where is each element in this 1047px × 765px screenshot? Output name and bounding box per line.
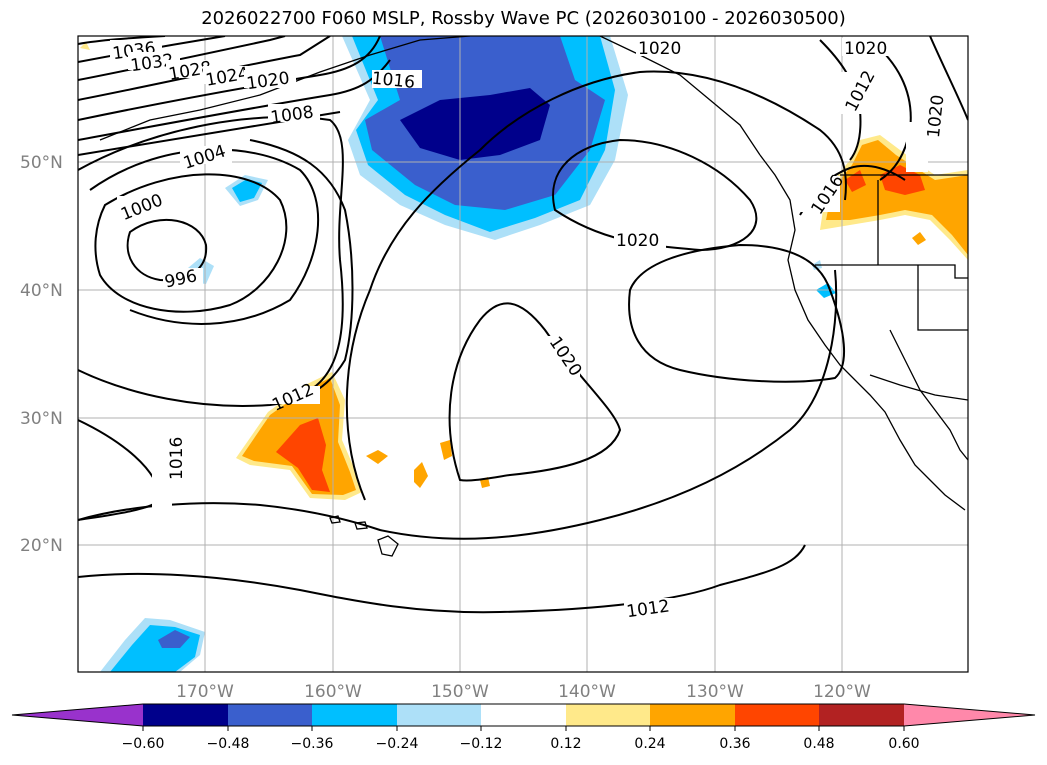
coastlines [99,36,968,557]
contour-label-1020-ne-coast: 1020 [924,94,948,139]
colorbar-ticks [142,726,905,731]
lat-label-20n: 20°N [20,536,63,556]
contour-1000 [94,173,288,313]
colorbar-segment-7 [650,704,735,726]
longitude-labels: 170°W 160°W 150°W 140°W 130°W 120°W [176,682,871,702]
negative-anomaly-southwest-medium [158,630,190,648]
positive-anomaly-red [276,418,330,492]
colorbar-segment-10 [904,704,1035,726]
baja-coast [889,329,968,461]
contour-1024-ne [929,36,968,121]
contour-label-1020-ne: 1020 [616,231,659,251]
colorbar-segment-9 [819,704,904,726]
graticule [78,36,968,672]
map-frame [77,35,969,673]
colorbar-tick-label: −0.12 [460,736,503,752]
colorbar-tick-label: 0.12 [550,736,581,752]
contour-1036 [78,36,166,45]
colorbar-tick-label: 0.36 [719,736,750,752]
us-mexico-border [869,374,968,401]
colorbar-tick-label: 0.48 [803,736,834,752]
colorbar-tick-label: −0.60 [122,736,165,752]
lon-label-170w: 170°W [176,682,234,702]
contour-label-1016-west: 1016 [167,437,187,480]
positive-anomaly-small-3 [440,440,452,460]
contour-label-1020-top: 1020 [844,39,887,59]
negative-anomaly-small-1-core [232,179,262,202]
lon-label-160w: 160°W [304,682,362,702]
lat-label-50n: 50°N [20,153,63,173]
lat-label-30n: 30°N [20,409,63,429]
contour-labels: 1036 1032 1028 1024 1020 1008 1004 1000 … [110,38,948,622]
lon-label-130w: 130°W [686,682,744,702]
contour-1020-east [628,243,846,383]
hawaii-island-2 [354,521,368,530]
negative-anomaly-dark [400,88,550,160]
us-border-2 [815,264,968,279]
lon-label-120w: 120°W [813,682,871,702]
contour-1012-mid [78,139,354,407]
colorbar-segment-2 [228,704,312,726]
contour-1012-south [78,544,806,614]
latitude-labels: 50°N 40°N 30°N 20°N [20,153,63,556]
contour-label-1020-top-2: 1020 [638,39,681,59]
contour-1016-north [78,59,391,141]
contour-1016-main [345,70,847,501]
colorbar-segment-6 [566,704,650,726]
north-america-west-coast [759,154,966,511]
colorbar-tick-label: 0.60 [888,736,919,752]
positive-anomaly-small-6 [80,42,90,50]
positive-anomaly-small-2 [414,462,428,488]
hawaii-island-3 [377,535,399,557]
colorbar-tick-label: −0.36 [291,736,334,752]
positive-anomaly-west-us-orange [826,140,968,255]
colorbar-tick-label: −0.48 [207,736,250,752]
contour-996 [126,218,208,282]
colorbar-segment-0 [12,704,143,726]
lon-label-150w: 150°W [431,682,489,702]
us-border-4 [917,265,968,331]
colorbar-tick-label: 0.24 [634,736,665,752]
lat-label-40n: 40°N [20,281,63,301]
colorbar-segment-4 [397,704,481,726]
colorbar-segment-8 [735,704,819,726]
contour-label-1016-top: 1016 [371,69,416,93]
colorbar-segment-5 [481,704,566,726]
colorbar-segment-1 [143,704,228,726]
contour-1008 [78,116,344,396]
positive-anomaly-small-5 [912,232,926,245]
contour-1016-south [78,269,838,540]
colorbar: −0.60 −0.48 −0.36 −0.24 −0.12 0.12 0.24 … [11,703,1036,752]
alaska-coast-2 [599,36,761,156]
positive-anomaly-small-1 [366,450,388,464]
map-title: 2026022700 F060 MSLP, Rossby Wave PC (20… [201,8,846,29]
lon-label-140w: 140°W [558,682,616,702]
colorbar-tick-label: −0.24 [376,736,419,752]
colorbar-segment-3 [312,704,397,726]
